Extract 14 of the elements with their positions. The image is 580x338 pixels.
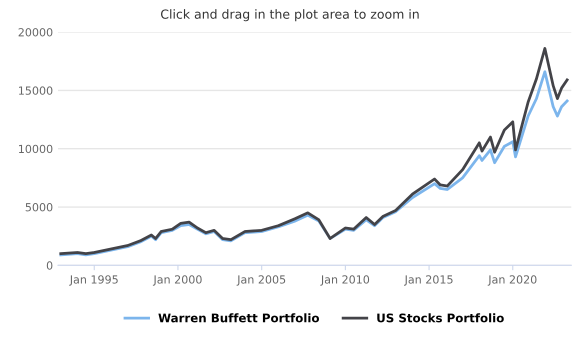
x-tick-label: Jan 2000: [152, 275, 202, 286]
x-tick-label: Jan 2015: [404, 275, 453, 286]
legend-label: Warren Buffett Portfolio: [158, 313, 320, 322]
x-tick-label: Jan 2020: [488, 275, 536, 286]
y-tick-label: 10000: [19, 144, 52, 154]
y-tick-label: 5000: [26, 203, 52, 212]
legend-label: US Stocks Portfolio: [377, 313, 504, 322]
y-tick-label: 20000: [18, 28, 52, 36]
chart-title: Click and drag in the plot area to zoom in: [160, 9, 419, 22]
x-tick-label: Jan 2010: [320, 275, 370, 286]
y-tick-label: 0: [46, 261, 52, 270]
x-tick-label: Jan 1995: [69, 275, 118, 286]
y-tick-label: 15000: [19, 86, 52, 95]
x-tick-label: Jan 2005: [236, 275, 286, 286]
